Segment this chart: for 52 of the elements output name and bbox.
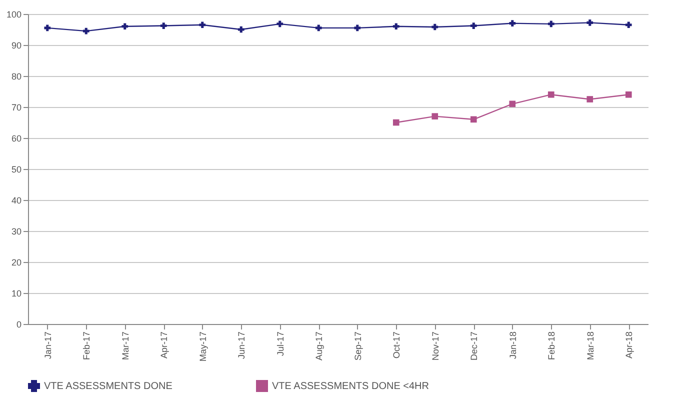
y-tick-label: 0 [16,320,22,330]
x-tick-label: Apr-17 [159,332,170,359]
y-tick-label: 60 [11,134,22,144]
point [160,22,167,29]
point [122,23,128,30]
x-tick-label: Aug-17 [314,332,324,361]
point [470,116,477,123]
point [276,20,284,28]
point [548,91,554,98]
x-tick-label: Oct-17 [392,332,402,359]
y-tick-label: 20 [11,258,22,268]
x-tick-label: May-17 [198,332,208,362]
y-tick-label: 40 [11,196,22,206]
point [199,22,206,28]
y-tick-label: 80 [11,72,22,82]
y-tick-label: 50 [11,164,22,174]
point [432,113,438,120]
point [392,119,400,126]
y-tick-label: 90 [11,40,22,50]
y-tick-label: 30 [11,226,22,236]
x-tick-label: Feb-18 [546,332,557,360]
y-tick-label: 100 [6,10,22,20]
x-tick-label: Dec-17 [469,332,480,361]
point [548,20,554,28]
point [238,26,244,33]
point [82,28,90,34]
legend-label: VTE ASSESSMENTS DONE <4HR [272,381,429,392]
point [625,91,632,98]
point [432,24,438,30]
point [509,100,516,108]
point [509,20,516,26]
point [392,23,400,30]
x-tick-label: Apr-18 [624,332,634,359]
x-tick-label: Feb-17 [82,332,92,360]
x-tick-label: Jan-17 [42,332,53,360]
point [44,24,51,32]
point [625,22,632,28]
y-tick-label: 70 [11,102,22,112]
point [354,24,361,32]
x-tick-label: Mar-18 [585,332,596,360]
point [315,24,322,32]
x-tick-label: Nov-17 [430,332,440,361]
point [470,22,477,29]
x-tick-label: Jan-18 [508,332,518,360]
x-tick-label: Mar-17 [120,332,130,360]
x-tick-label: Sep-17 [352,332,363,361]
x-tick-label: Jun-17 [236,332,247,360]
point [586,20,594,26]
x-tick-label: Jul-17 [275,332,286,356]
y-tick-label: 10 [11,288,22,298]
legend-label: VTE ASSESSMENTS DONE [44,381,173,392]
point [586,96,594,102]
